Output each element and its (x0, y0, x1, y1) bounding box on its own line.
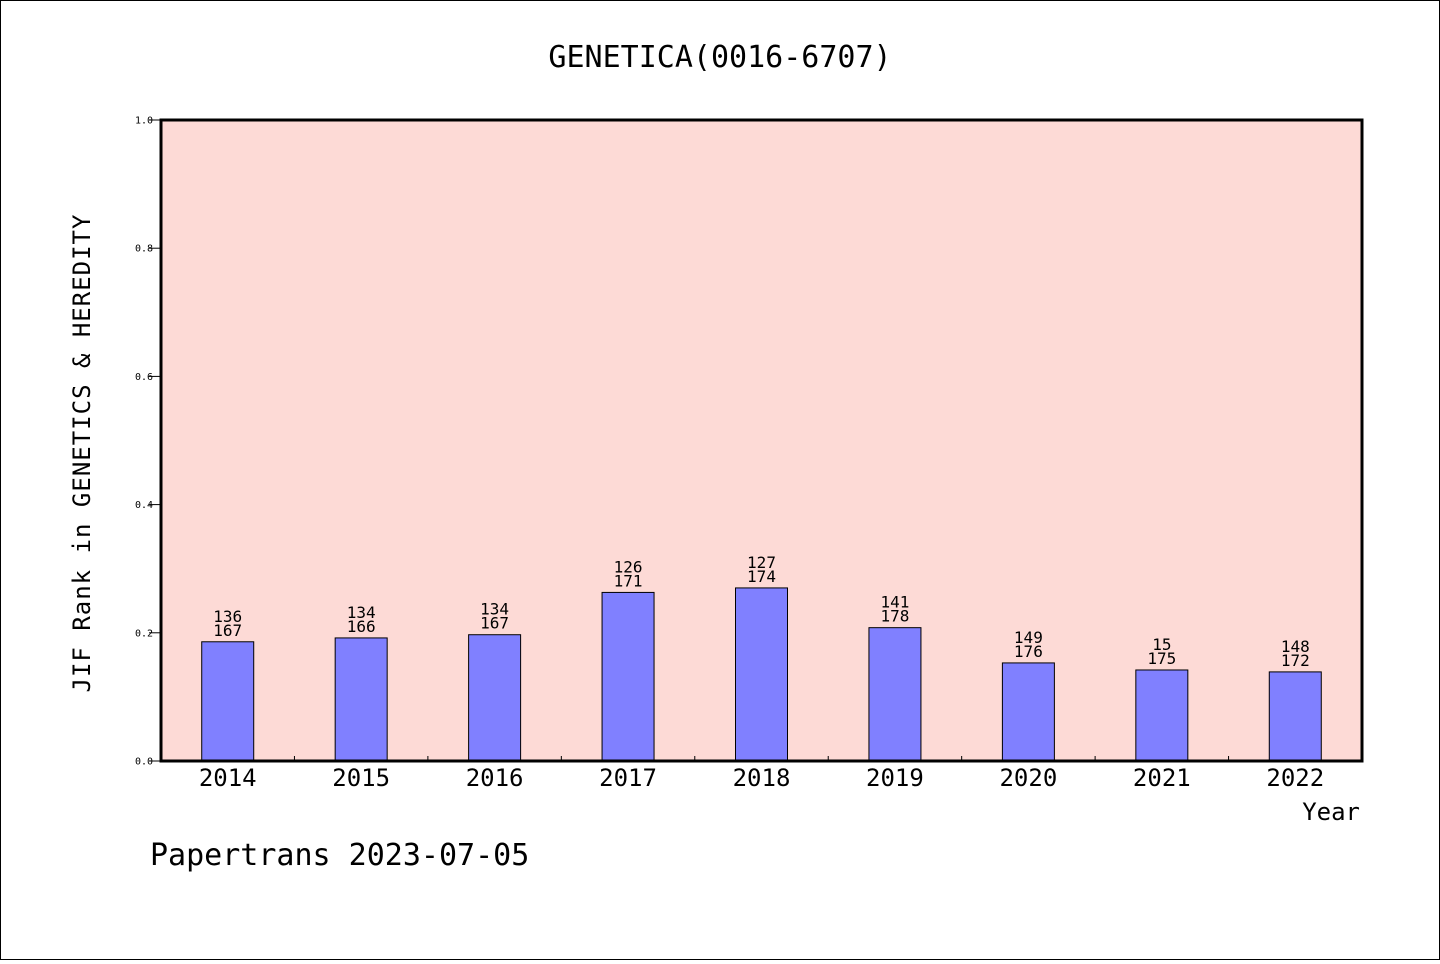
data-label-rank-2019: 141 (880, 593, 909, 612)
y-tick-label: 0.6 (135, 372, 153, 383)
x-tick-label-2022: 2022 (1266, 764, 1324, 792)
bar-2022 (1268, 671, 1322, 762)
data-label-total-2014: 167 (213, 621, 242, 640)
bars: 1361671341661341671261711271741411781491… (201, 553, 1322, 762)
data-label-rank-2017: 126 (614, 557, 643, 576)
bar-2017 (601, 591, 655, 762)
x-tick-label-2014: 2014 (199, 764, 257, 792)
data-label-total-2017: 171 (614, 571, 643, 590)
plot-border (159, 118, 1364, 763)
y-tick-label: 0.2 (135, 628, 153, 639)
bar-2016 (468, 634, 522, 762)
y-axis-label: JIF Rank in GENETICS & HEREDITY (68, 214, 96, 693)
data-label-total-2016: 167 (480, 614, 509, 633)
bar-2018 (735, 587, 788, 762)
data-label-total-2015: 166 (347, 617, 376, 636)
data-label-rank-2020: 149 (1014, 628, 1043, 647)
data-label-rank-2015: 134 (347, 603, 376, 622)
axis-ticks: 2014 2015 2016 2017 2018 2019 2020 2021 2022 0.0 0… (135, 116, 1324, 793)
y-tick-label: 0.0 (135, 757, 153, 768)
data-label-total-2022: 172 (1281, 651, 1310, 670)
x-tick-label-2016: 2016 (466, 764, 524, 792)
data-label-rank-2018: 127 (747, 553, 776, 572)
bar-2021 (1135, 669, 1189, 762)
x-tick-label-2015: 2015 (332, 764, 390, 792)
x-tick-label-2017: 2017 (599, 764, 657, 792)
data-label-total-2019: 178 (880, 607, 909, 626)
y-tick-label: 1.0 (135, 116, 153, 127)
y-tick-label: 0.4 (135, 500, 153, 511)
data-label-total-2020: 176 (1014, 642, 1043, 661)
x-tick-label-2021: 2021 (1133, 764, 1191, 792)
data-label-rank-2016: 134 (480, 600, 509, 619)
bar-2020 (1001, 662, 1055, 762)
data-label-total-2018: 174 (747, 567, 776, 586)
footer-text: Papertrans 2023-07-05 (150, 838, 529, 873)
data-label-rank-2022: 148 (1281, 637, 1310, 656)
chart-title: GENETICA(0016-6707) (548, 40, 891, 75)
data-label-total-2021: 175 (1147, 649, 1176, 668)
bar-2019 (868, 627, 922, 762)
x-tick-label-2019: 2019 (866, 764, 924, 792)
x-tick-label-2020: 2020 (999, 764, 1057, 792)
y-tick-label: 0.8 (135, 244, 153, 255)
data-label-rank-2014: 136 (213, 607, 242, 626)
x-axis-label: Year (1302, 798, 1360, 826)
bar-2015 (334, 637, 388, 762)
data-label-rank-2021: 15 (1152, 635, 1171, 654)
x-tick-label-2018: 2018 (733, 764, 791, 792)
bar-2014 (201, 641, 255, 762)
